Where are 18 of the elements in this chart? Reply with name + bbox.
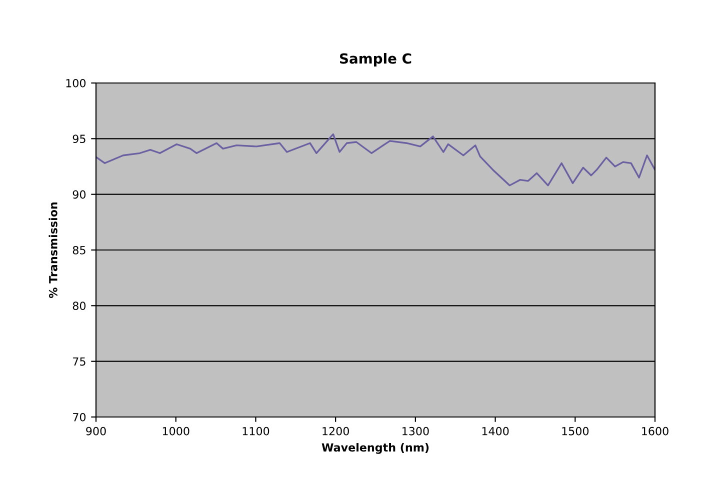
y-tick-label: 95 — [72, 134, 86, 144]
x-tick-label: 900 — [86, 426, 106, 436]
y-axis-title: % Transmission — [48, 202, 58, 298]
x-tick-label: 1600 — [642, 426, 668, 436]
y-tick-label: 75 — [73, 357, 86, 366]
x-tick-label: 1400 — [482, 426, 509, 436]
y-tick-label: 100 — [66, 78, 86, 88]
y-tick-label: 70 — [73, 412, 86, 422]
x-tick-label: 1200 — [322, 426, 349, 436]
y-tick-label: 85 — [72, 246, 86, 254]
x-tick-label: 1000 — [162, 426, 190, 436]
x-axis-title: Wavelength (nm) — [322, 443, 429, 454]
x-tick-label: 1100 — [242, 426, 270, 436]
x-tick-label: 1500 — [562, 426, 589, 436]
x-tick-label: 1300 — [402, 426, 429, 436]
y-tick-label: 90 — [72, 190, 86, 199]
y-tick-label: 80 — [72, 302, 86, 310]
chart-title: Sample C — [340, 53, 412, 66]
